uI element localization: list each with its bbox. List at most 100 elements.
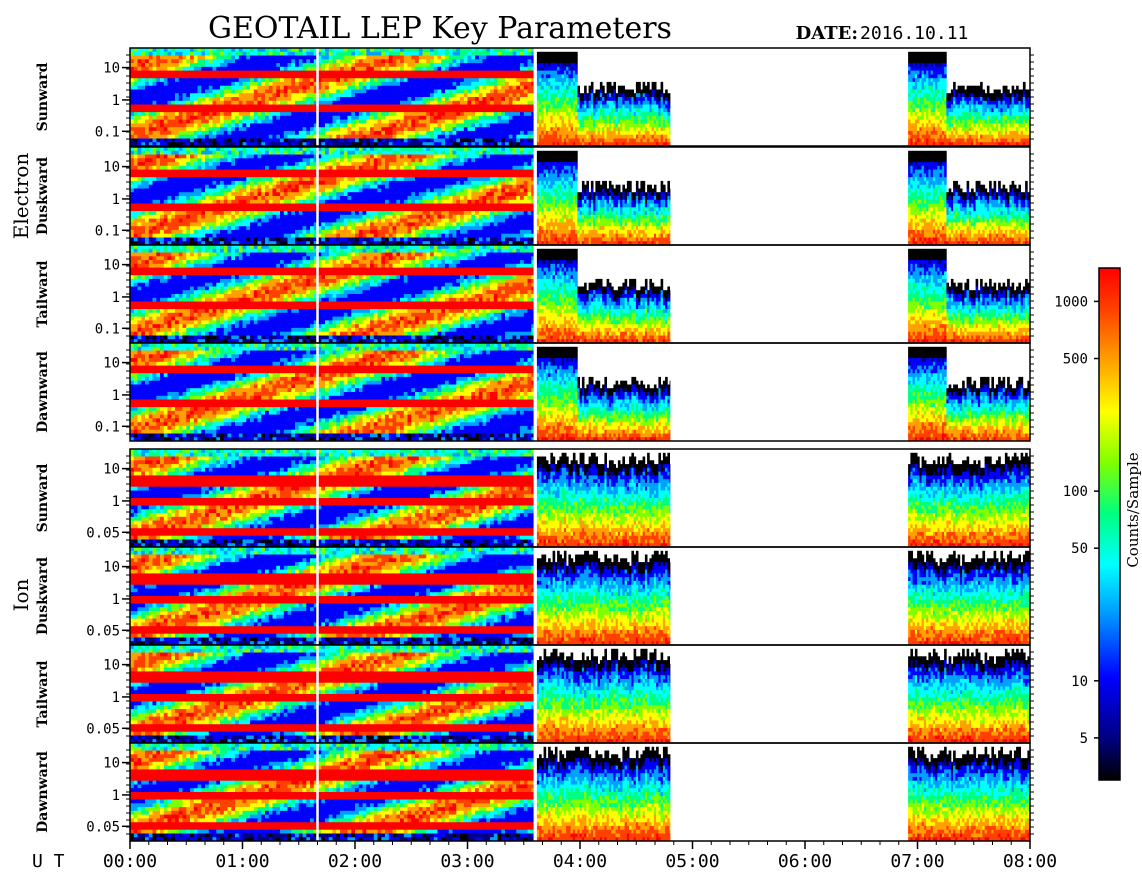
- spectrogram-cell: [464, 86, 468, 90]
- spectrogram-cell: [209, 67, 213, 71]
- spectrogram-cell: [385, 74, 389, 78]
- spectrogram-cell: [359, 59, 363, 63]
- spectrogram-cell: [295, 78, 299, 82]
- spectrogram-cell: [553, 74, 556, 78]
- spectrogram-cell: [280, 82, 284, 86]
- spectrogram-cell: [280, 112, 284, 116]
- spectrogram-cell: [475, 74, 479, 78]
- spectrogram-cell: [370, 135, 374, 139]
- spectrogram-cell: [516, 63, 520, 67]
- spectrogram-cell: [231, 112, 235, 116]
- spectrogram-cell: [216, 108, 220, 112]
- spectrogram-cell: [141, 116, 145, 120]
- spectrogram-cell: [273, 71, 277, 75]
- spectrogram-cell: [411, 139, 415, 143]
- spectrogram-cell: [250, 105, 254, 109]
- spectrogram-cell: [553, 120, 556, 124]
- spectrogram-cell: [269, 108, 273, 112]
- spectrogram-cell: [366, 56, 370, 60]
- spectrogram-cell: [374, 90, 378, 94]
- spectrogram-cell: [468, 123, 472, 127]
- spectrogram-cell: [557, 78, 560, 82]
- spectrogram-cell: [562, 56, 565, 60]
- spectrogram-cell: [438, 56, 442, 60]
- spectrogram-cell: [306, 135, 310, 139]
- spectrogram-cell: [378, 63, 382, 67]
- spectrogram-cell: [566, 105, 569, 109]
- spectrogram-cell: [571, 116, 574, 120]
- spectrogram-cell: [224, 116, 228, 120]
- spectrogram-cell: [516, 120, 520, 124]
- spectrogram-cell: [486, 135, 490, 139]
- spectrogram-cell: [524, 63, 528, 67]
- spectrogram-cell: [333, 86, 337, 90]
- spectrogram-cell: [220, 90, 224, 94]
- spectrogram-cell: [415, 120, 419, 124]
- spectrogram-cell: [336, 67, 340, 71]
- spectrogram-cell: [483, 90, 487, 94]
- spectrogram-cell: [333, 97, 337, 101]
- spectrogram-cell: [348, 139, 352, 143]
- spectrogram-cell: [456, 59, 460, 63]
- spectrogram-cell: [198, 78, 202, 82]
- spectrogram-cell: [351, 120, 355, 124]
- spectrogram-cell: [359, 131, 363, 135]
- spectrogram-cell: [426, 97, 430, 101]
- spectrogram-cell: [528, 93, 532, 97]
- spectrogram-cell: [224, 112, 228, 116]
- spectrogram-cell: [340, 135, 344, 139]
- spectrogram-cell: [160, 93, 164, 97]
- spectrogram-cell: [303, 101, 307, 105]
- spectrogram-cell: [411, 112, 415, 116]
- spectrogram-cell: [378, 120, 382, 124]
- spectrogram-cell: [423, 71, 427, 75]
- spectrogram-cell: [213, 63, 217, 67]
- spectrogram-cell: [156, 112, 160, 116]
- spectrogram-cell: [220, 135, 224, 139]
- spectrogram-cell: [220, 139, 224, 143]
- spectrogram-cell: [434, 127, 438, 131]
- spectrogram-cell: [544, 90, 547, 94]
- spectrogram-cell: [348, 71, 352, 75]
- spectrogram-cell: [445, 82, 449, 86]
- spectrogram-cell: [190, 71, 194, 75]
- spectrogram-cell: [134, 74, 138, 78]
- spectrogram-cell: [359, 67, 363, 71]
- spectrogram-cell: [449, 131, 453, 135]
- spectrogram-cell: [389, 108, 393, 112]
- spectrogram-cell: [246, 123, 250, 127]
- spectrogram-cell: [303, 120, 307, 124]
- spectrogram-cell: [575, 101, 578, 105]
- spectrogram-cell: [145, 59, 149, 63]
- spectrogram-cell: [408, 63, 412, 67]
- spectrogram-cell: [179, 86, 183, 90]
- spectrogram-cell: [134, 101, 138, 105]
- spectrogram-cell: [276, 71, 280, 75]
- spectrogram-cell: [498, 105, 502, 109]
- spectrogram-cell: [396, 135, 400, 139]
- spectrogram-cell: [351, 56, 355, 60]
- spectrogram-cell: [419, 67, 423, 71]
- spectrogram-cell: [557, 67, 560, 71]
- spectrogram-cell: [325, 52, 329, 56]
- spectrogram-cell: [479, 123, 483, 127]
- spectrogram-cell: [303, 112, 307, 116]
- spectrogram-cell: [575, 63, 578, 67]
- spectrogram-cell: [456, 63, 460, 67]
- spectrogram-cell: [501, 90, 505, 94]
- spectrogram-cell: [520, 135, 524, 139]
- spectrogram-cell: [224, 139, 228, 143]
- spectrogram-cell: [145, 71, 149, 75]
- spectrogram-cell: [186, 56, 190, 60]
- spectrogram-cell: [276, 127, 280, 131]
- spectrogram-cell: [430, 63, 434, 67]
- spectrogram-cell: [381, 97, 385, 101]
- spectrogram-cell: [213, 97, 217, 101]
- spectrogram-cell: [336, 90, 340, 94]
- spectrogram-cell: [141, 63, 145, 67]
- spectrogram-cell: [544, 123, 547, 127]
- spectrogram-cell: [441, 123, 445, 127]
- spectrogram-cell: [498, 56, 502, 60]
- spectrogram-cell: [325, 105, 329, 109]
- spectrogram-cell: [404, 71, 408, 75]
